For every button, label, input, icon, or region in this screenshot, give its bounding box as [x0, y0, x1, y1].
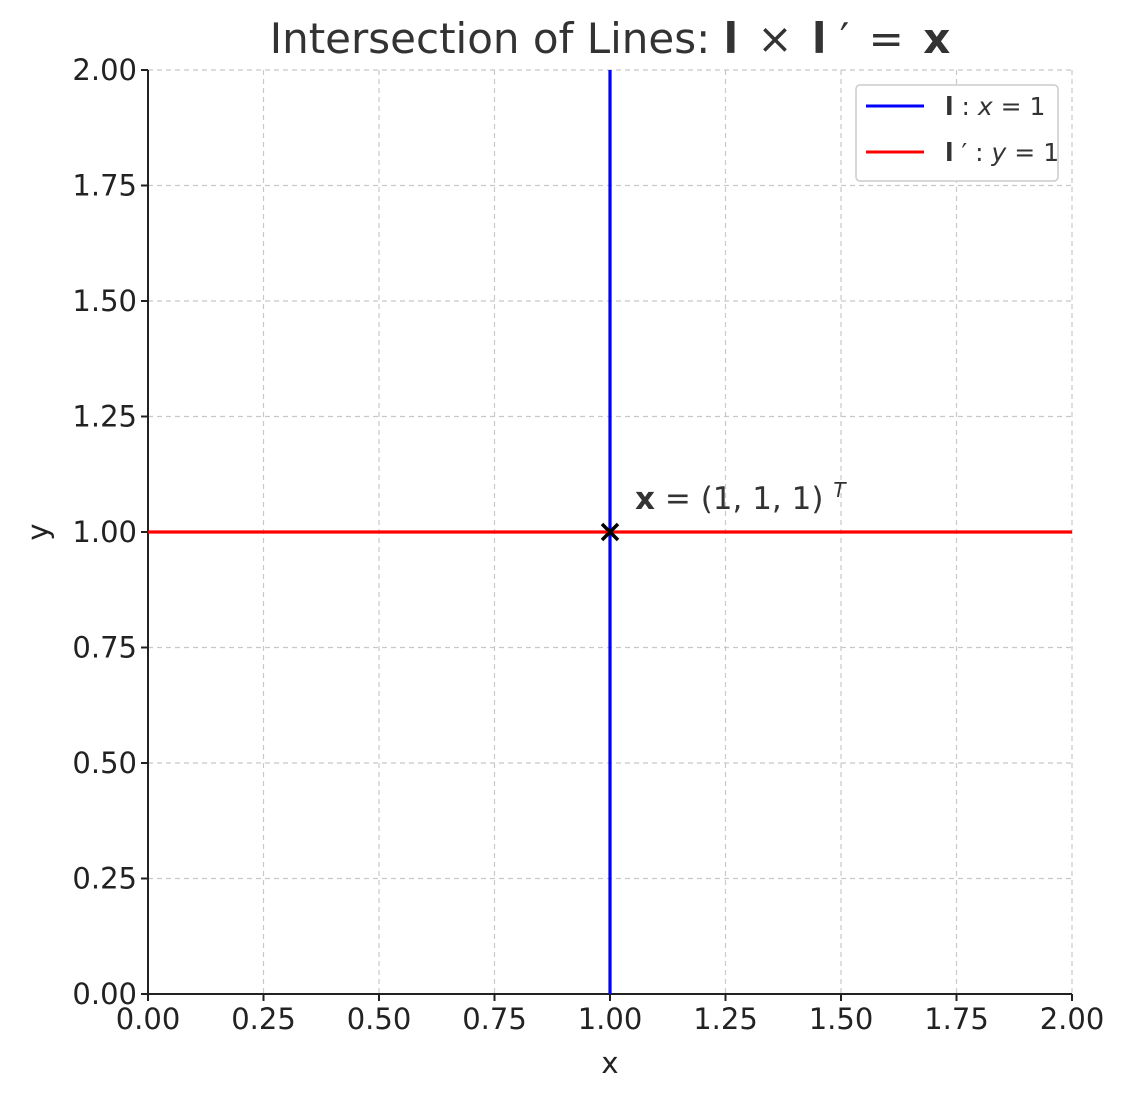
x-axis-ticks: 0.00 0.25 0.50 0.75 1.00 1.25 1.50 1.75 2.00 [116, 994, 1105, 1036]
marker-stroke [600, 522, 620, 542]
y-axis-ticks: 0.00 0.25 0.50 0.75 1.00 1.25 1.50 1.75 2.00 [72, 53, 148, 1011]
x-tick-label: 0.00 [116, 1002, 181, 1036]
legend-entry-l-rest: = 1 [1001, 92, 1046, 121]
legend-entry-lprime-symbol: l [945, 138, 954, 167]
legend-entry-l: l : x = 1 [945, 92, 1045, 121]
legend-entry-l-var: x [977, 92, 993, 121]
x-tick-label: 0.25 [231, 1002, 296, 1036]
legend-entry-l-symbol: l [945, 92, 954, 121]
legend: l : x = 1 l ′ : y = 1 [855, 84, 1059, 182]
legend-entry-lprime-var: y [991, 138, 1008, 167]
x-tick-label: 1.50 [809, 1002, 874, 1036]
x-tick-label: 0.50 [347, 1002, 412, 1036]
chart-title-prime: ′ [840, 14, 850, 63]
chart-title-lprime: l [812, 14, 826, 63]
chart-title-x: x [923, 14, 950, 63]
x-tick-label: 0.75 [462, 1002, 527, 1036]
x-tick-label: 1.75 [924, 1002, 989, 1036]
x-tick-label: 2.00 [1040, 1002, 1105, 1036]
legend-entry-lprime-prime: ′ [962, 138, 968, 167]
chart-title-times: × [757, 14, 792, 63]
y-tick-label: 1.75 [72, 169, 137, 203]
y-axis-label: y [21, 523, 55, 540]
x-axis-label: x [601, 1046, 618, 1080]
y-tick-label: 1.25 [72, 400, 137, 434]
y-tick-label: 0.25 [72, 862, 137, 896]
x-tick-label: 1.00 [578, 1002, 643, 1036]
y-tick-label: 1.00 [72, 515, 137, 549]
chart-title: Intersection of Lines: l × l ′ = x [270, 14, 951, 63]
chart-title-equals: = [869, 14, 904, 63]
chart-title-l: l [724, 14, 738, 63]
legend-entry-lprime-sep: : [975, 138, 991, 167]
legend-box [855, 84, 1059, 182]
y-tick-label: 2.00 [72, 53, 137, 87]
y-tick-label: 0.75 [72, 631, 137, 665]
x-tick-label: 1.25 [693, 1002, 758, 1036]
y-tick-label: 0.50 [72, 746, 137, 780]
annotation-superscript: T [833, 478, 847, 502]
intersection-marker [600, 522, 620, 542]
legend-entry-lprime: l ′ : y = 1 [945, 138, 1059, 167]
legend-entry-lprime-rest: = 1 [1014, 138, 1059, 167]
chart-title-prefix: Intersection of Lines: [270, 14, 724, 63]
intersection-annotation: x = (1, 1, 1) T [635, 478, 847, 517]
annotation-equation: = (1, 1, 1) [665, 481, 824, 517]
y-tick-label: 1.50 [72, 284, 137, 318]
annotation-symbol: x [635, 481, 655, 517]
legend-entry-l-sep: : [962, 92, 978, 121]
y-tick-label: 0.00 [72, 977, 137, 1011]
